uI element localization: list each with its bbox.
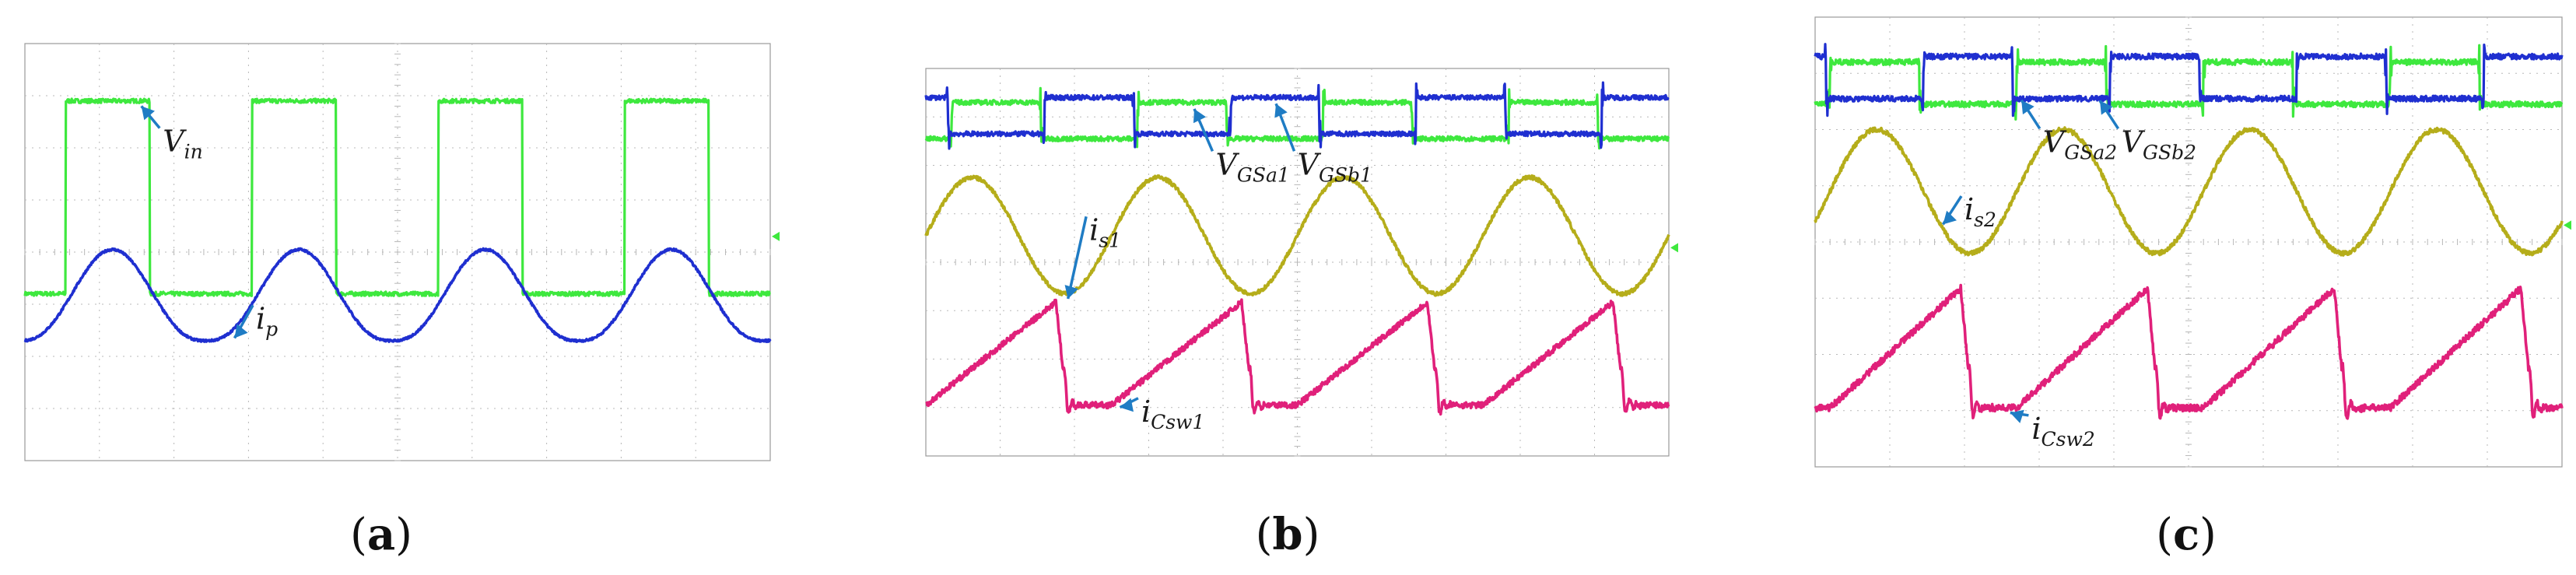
annotation-base: i [256, 301, 265, 335]
annotation-base: i [1089, 212, 1099, 247]
panel-c-label: (c) [2156, 509, 2217, 560]
panel-b-annotation-i-csw1: iCsw1 [1141, 394, 1204, 433]
panel-c-arrowhead-0 [2021, 100, 2035, 115]
panel-c-annotation-i-csw2: iCsw2 [2031, 412, 2094, 451]
panel-b-trace-v-gsa1 [924, 86, 1670, 150]
annotation-subscript: s1 [1099, 229, 1121, 251]
annotation-subscript: GSb1 [1319, 163, 1372, 186]
annotation-base: V [163, 124, 187, 159]
panel-b-trace-i-csw1 [924, 298, 1670, 416]
annotation-subscript: GSb2 [2143, 141, 2196, 163]
panel-b-trace-v-gsb1 [924, 81, 1670, 150]
panel-c-arrowhead-1 [2100, 100, 2113, 115]
annotation-subscript: p [265, 317, 278, 340]
panel-a-label: (a) [350, 509, 412, 560]
panel-b-annotation-v-gsb1: VGSb1 [1298, 147, 1372, 186]
panel-a-annotation-i-p: ip [256, 301, 278, 340]
annotation-subscript: GSa2 [2064, 141, 2117, 163]
annotation-base: V [2043, 124, 2067, 159]
annotation-base: i [2031, 412, 2041, 446]
panel-b-traces [924, 81, 1670, 416]
panel-b-trigger-marker [1670, 243, 1678, 253]
panel-b-trace-i-s1 [924, 174, 1670, 297]
panel-c-trace-v-gsa2 [1814, 44, 2564, 121]
panel-a-arrowhead-1 [234, 324, 248, 338]
panel-c-annotation-v-gsa2: VGSa2 [2043, 124, 2117, 163]
panel-a-label-letter: a [367, 509, 395, 560]
annotation-base: i [1964, 192, 1974, 226]
panel-a-annotation-v-in: Vin [163, 124, 203, 163]
panel-b-label-close: ) [1303, 510, 1320, 560]
panel-b-arrowhead-1 [1274, 103, 1288, 118]
panel-b-annotation-v-gsa1: VGSa1 [1215, 147, 1289, 186]
panel-a-trace-i-p [23, 247, 772, 344]
panel-a-annotations: Vin ip [140, 105, 278, 340]
annotation-base: V [1215, 147, 1239, 181]
panel-a-axes [24, 43, 780, 461]
panel-c-annotation-v-gsb2: VGSb2 [2122, 124, 2196, 163]
annotation-subscript: s2 [1974, 209, 1996, 231]
panel-a-arrowhead-0 [141, 106, 155, 121]
annotation-subscript: Csw1 [1151, 411, 1204, 433]
annotation-base: i [1141, 394, 1151, 429]
panel-a-traces [23, 97, 772, 344]
panel-c-traces [1814, 43, 2564, 420]
panel-a-label-open: ( [350, 510, 367, 560]
panel-b-arrowhead-2 [1064, 285, 1078, 300]
panel-a-trigger-marker [772, 231, 780, 241]
panel-c-arrowhead-2 [1943, 210, 1957, 225]
panel-c-label-letter: c [2173, 509, 2199, 560]
panel-a-trace-v-in [23, 97, 771, 297]
panel-b-arrowhead-3 [1120, 398, 1134, 412]
panel-c-axes [1814, 16, 2571, 468]
panel-c-trace-v-gsb2 [1814, 43, 2564, 117]
panel-a-label-close: ) [395, 510, 412, 560]
panel-b-label: (b) [1256, 509, 1320, 560]
panel-c-trigger-marker [2564, 220, 2571, 230]
panel-b-annotation-i-s1: is1 [1089, 212, 1121, 251]
panel-c-trace-i-s2 [1814, 126, 2564, 257]
panel-a: Vin ip (a) [23, 43, 780, 560]
panel-b-arrowhead-0 [1193, 108, 1207, 124]
annotation-subscript: Csw2 [2042, 428, 2095, 451]
annotation-base: V [1298, 147, 1322, 181]
annotation-base: V [2122, 124, 2146, 159]
panel-c-annotation-i-s2: is2 [1964, 192, 1996, 231]
annotation-subscript: in [184, 141, 203, 163]
panel-c-label-close: ) [2199, 510, 2217, 560]
panel-c-label-open: ( [2156, 510, 2173, 560]
annotation-subscript: GSa1 [1237, 163, 1290, 186]
panel-c-trace-i-csw2 [1814, 283, 2564, 420]
panel-b-arrow-2 [1066, 216, 1088, 300]
panel-b-label-open: ( [1256, 510, 1273, 560]
panel-c-arrowhead-3 [2010, 409, 2024, 423]
panel-b-label-letter: b [1272, 509, 1302, 560]
